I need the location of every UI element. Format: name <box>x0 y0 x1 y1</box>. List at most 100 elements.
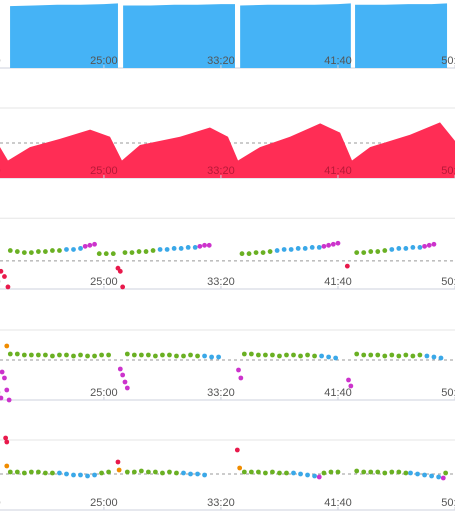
point <box>120 284 126 290</box>
x-tick-label: 41:40 <box>324 497 352 509</box>
point <box>248 351 254 357</box>
point <box>263 352 268 358</box>
point <box>43 249 48 254</box>
point <box>291 352 296 358</box>
point <box>171 246 177 251</box>
point <box>241 469 247 475</box>
point <box>281 247 287 252</box>
point <box>2 375 7 381</box>
point <box>188 352 193 358</box>
point <box>403 246 409 251</box>
point <box>288 247 294 252</box>
point <box>216 354 222 360</box>
x-tick-label: 25:00 <box>90 497 118 509</box>
point <box>188 471 193 477</box>
point <box>382 470 388 476</box>
point <box>284 470 289 476</box>
point <box>396 246 402 251</box>
point <box>238 375 244 381</box>
x-tick-label: 16:40 <box>0 276 1 288</box>
point <box>209 354 214 360</box>
point <box>174 353 179 359</box>
point <box>78 246 83 251</box>
point <box>57 470 62 476</box>
point <box>138 468 144 474</box>
point <box>78 352 83 358</box>
point <box>106 469 112 475</box>
point <box>115 459 121 465</box>
point <box>295 246 301 251</box>
point <box>389 352 395 358</box>
point <box>87 242 93 248</box>
point <box>408 470 413 476</box>
point <box>117 366 123 372</box>
point <box>50 353 55 359</box>
point <box>255 352 261 358</box>
point <box>241 351 247 357</box>
point <box>346 377 351 383</box>
point <box>270 469 275 475</box>
x-tick-label: 50:00 <box>441 387 455 399</box>
point <box>92 353 97 359</box>
point <box>3 435 9 441</box>
point <box>202 472 207 478</box>
point <box>335 240 341 246</box>
point <box>248 469 254 475</box>
x-tick-label: 25:00 <box>90 387 118 399</box>
point <box>160 352 165 358</box>
x-tick-label: 33:20 <box>207 276 235 288</box>
point <box>4 439 10 445</box>
point <box>403 470 409 476</box>
point <box>131 352 137 358</box>
point <box>270 352 275 358</box>
point <box>431 241 437 247</box>
point <box>426 242 432 248</box>
point <box>131 469 137 475</box>
point <box>117 268 123 274</box>
point <box>7 248 13 253</box>
point <box>43 470 48 476</box>
point <box>326 354 332 360</box>
point <box>195 353 200 359</box>
point <box>197 243 203 249</box>
point <box>368 469 374 475</box>
point <box>103 251 109 257</box>
point <box>78 472 83 478</box>
point <box>110 251 116 257</box>
point <box>284 352 289 358</box>
point <box>21 352 27 358</box>
point <box>403 352 409 358</box>
point <box>195 471 200 477</box>
point <box>361 352 367 358</box>
point <box>14 351 20 357</box>
point <box>344 263 350 269</box>
point <box>354 468 360 474</box>
point <box>246 251 252 257</box>
point <box>410 353 416 359</box>
point <box>5 284 11 290</box>
point <box>92 472 97 478</box>
point <box>396 469 402 475</box>
x-tick-label: 16:40 <box>0 387 1 399</box>
point <box>382 248 388 253</box>
point <box>0 395 4 401</box>
point <box>305 352 310 358</box>
point <box>302 246 308 251</box>
x-tick-label: 41:40 <box>324 165 352 177</box>
point <box>138 352 144 358</box>
point <box>298 471 303 477</box>
x-tick-label: 33:20 <box>207 497 235 509</box>
point <box>181 353 186 359</box>
point <box>236 367 241 373</box>
point <box>234 447 240 453</box>
x-tick-label: 16:40 <box>0 497 1 509</box>
point <box>206 242 212 248</box>
point <box>35 352 41 358</box>
point <box>43 352 48 358</box>
point <box>326 242 332 248</box>
point <box>309 245 315 250</box>
point <box>239 251 245 257</box>
point <box>122 250 128 256</box>
point <box>185 245 191 250</box>
